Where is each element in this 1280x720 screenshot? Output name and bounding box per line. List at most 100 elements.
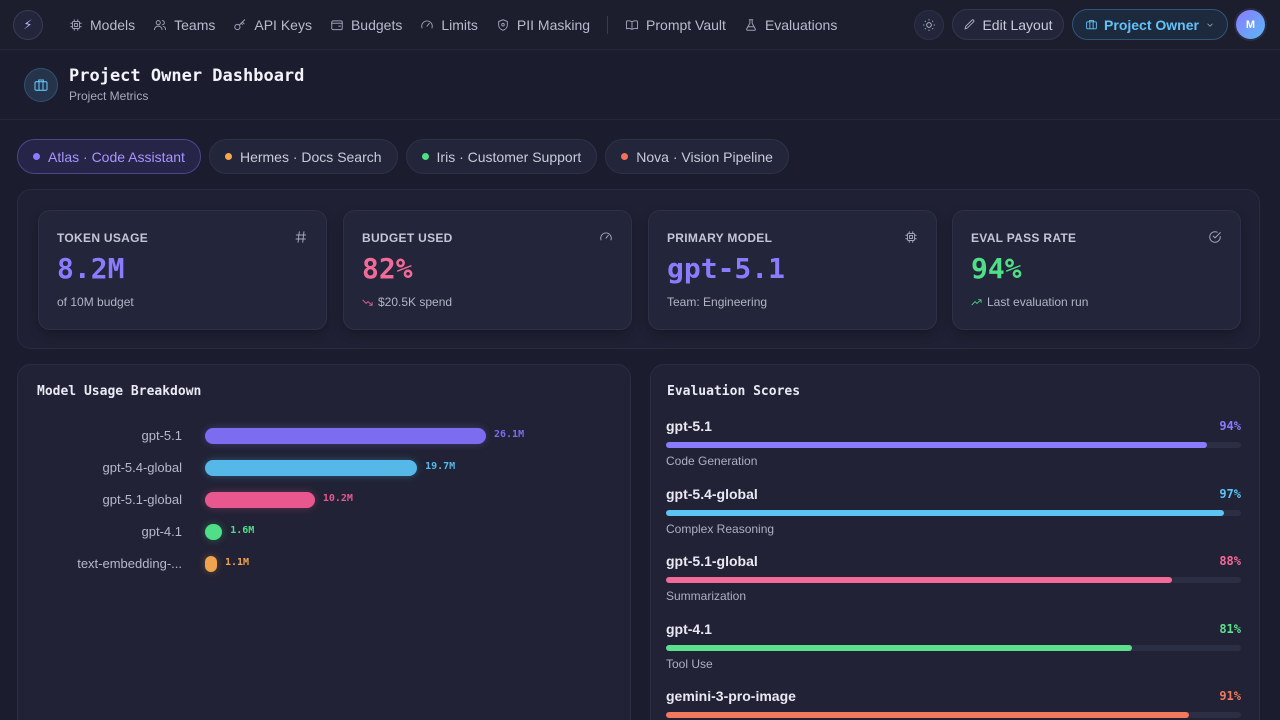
edit-layout-button[interactable]: Edit Layout bbox=[952, 9, 1064, 40]
kpi-card-eval-pass-rate[interactable]: EVAL PASS RATE 94% Last evaluation run bbox=[952, 210, 1241, 330]
panel-title: Model Usage Breakdown bbox=[37, 384, 202, 399]
project-chip-label: Hermes · Docs Search bbox=[239, 148, 382, 165]
panel-title: Evaluation Scores bbox=[667, 384, 801, 399]
kpi-label: PRIMARY MODEL bbox=[667, 231, 773, 245]
project-chip-label: Atlas · Code Assistant bbox=[48, 148, 185, 165]
usage-row[interactable]: gpt-5.4-global 19.7M bbox=[18, 458, 618, 478]
kpi-sub: of 10M budget bbox=[57, 295, 134, 309]
eval-row[interactable]: gpt-5.1-global 88% Summarization bbox=[666, 553, 1241, 613]
project-chips: Atlas · Code Assistant Hermes · Docs Sea… bbox=[17, 139, 789, 174]
kpi-panel: TOKEN USAGE 8.2M of 10M budget BUDGET US… bbox=[17, 189, 1260, 349]
usage-bar bbox=[205, 524, 223, 540]
eval-task: Summarization bbox=[666, 589, 747, 603]
flask-icon bbox=[746, 19, 756, 31]
eval-model-name: gpt-5.1 bbox=[666, 418, 712, 434]
eval-progress-fill bbox=[666, 577, 1172, 583]
status-dot bbox=[421, 153, 429, 160]
project-chip-atlas[interactable]: Atlas · Code Assistant bbox=[17, 139, 201, 174]
eval-row[interactable]: gpt-4.1 81% Tool Use bbox=[666, 621, 1241, 681]
project-chip-label: Nova · Vision Pipeline bbox=[636, 148, 773, 165]
eval-progress-fill bbox=[666, 510, 1224, 516]
eval-score: 88% bbox=[1219, 554, 1241, 568]
briefcase-icon bbox=[24, 68, 58, 102]
eval-task: Tool Use bbox=[666, 657, 713, 671]
eval-progress-fill bbox=[666, 645, 1132, 651]
usage-row[interactable]: gpt-5.1-global 10.2M bbox=[18, 490, 618, 510]
eval-score: 91% bbox=[1219, 689, 1241, 703]
usage-value: 1.6M bbox=[230, 525, 255, 536]
project-chip-hermes[interactable]: Hermes · Docs Search bbox=[208, 139, 398, 174]
eval-row[interactable]: gpt-5.4-global 97% Complex Reasoning bbox=[666, 486, 1241, 546]
sun-icon bbox=[923, 19, 935, 31]
usage-value: 10.2M bbox=[322, 493, 353, 504]
nav-item-pii-masking[interactable]: PII Masking bbox=[487, 10, 599, 40]
project-chip-iris[interactable]: Iris · Customer Support bbox=[405, 139, 598, 174]
usage-model-name: gpt-4.1 bbox=[141, 524, 182, 539]
status-dot bbox=[33, 153, 40, 160]
usage-bar bbox=[205, 428, 486, 444]
eval-progress-track bbox=[666, 510, 1241, 516]
eval-task: Code Generation bbox=[666, 454, 758, 468]
usage-row[interactable]: gpt-5.1 26.1M bbox=[18, 426, 618, 446]
eval-progress-track bbox=[666, 442, 1241, 448]
kpi-card-primary-model[interactable]: PRIMARY MODEL gpt-5.1 Team: Engineering bbox=[648, 210, 937, 330]
usage-bar bbox=[205, 492, 315, 508]
status-dot bbox=[621, 153, 629, 160]
nav-item-label: Teams bbox=[174, 17, 216, 33]
model-usage-panel: Model Usage Breakdown gpt-5.1 26.1M gpt-… bbox=[17, 364, 631, 720]
nav-item-label: API Keys bbox=[254, 17, 312, 33]
usage-model-name: gpt-5.1 bbox=[141, 428, 182, 443]
bolt-icon[interactable]: ⚡ bbox=[13, 10, 43, 40]
book-icon bbox=[626, 20, 639, 30]
nav-item-evaluations[interactable]: Evaluations bbox=[735, 10, 846, 40]
cpu-icon bbox=[70, 19, 82, 31]
avatar[interactable]: M bbox=[1236, 10, 1265, 39]
cpu-icon bbox=[904, 230, 918, 244]
top-nav: ⚡ Models Teams API Keys Budgets Limits P… bbox=[0, 0, 1280, 50]
nav-item-models[interactable]: Models bbox=[60, 10, 144, 40]
nav-item-label: Models bbox=[90, 17, 136, 33]
nav-item-label: Evaluations bbox=[764, 17, 838, 33]
eval-progress-track bbox=[666, 712, 1241, 718]
nav-item-teams[interactable]: Teams bbox=[144, 10, 224, 40]
kpi-sub: Team: Engineering bbox=[667, 295, 767, 309]
eval-progress-fill bbox=[666, 712, 1190, 718]
kpi-card-token-usage[interactable]: TOKEN USAGE 8.2M of 10M budget bbox=[38, 210, 327, 330]
page-header: Project Owner Dashboard Project Metrics bbox=[0, 51, 1280, 120]
nav-item-api-keys[interactable]: API Keys bbox=[224, 10, 321, 40]
kpi-sub-text: Team: Engineering bbox=[667, 295, 768, 309]
usage-model-name: text-embedding-... bbox=[77, 556, 182, 571]
kpi-value: gpt-5.1 bbox=[667, 252, 786, 285]
eval-model-name: gpt-5.1-global bbox=[666, 553, 758, 569]
eval-row[interactable]: gpt-5.1 94% Code Generation bbox=[666, 418, 1241, 478]
kpi-sub: $20.5K spend bbox=[362, 295, 452, 309]
status-dot bbox=[224, 153, 232, 160]
edit-layout-label: Edit Layout bbox=[982, 16, 1053, 33]
chevron-down-icon bbox=[1207, 22, 1213, 27]
role-selector[interactable]: Project Owner bbox=[1072, 9, 1228, 40]
usage-value: 19.7M bbox=[425, 461, 456, 472]
theme-toggle-button[interactable] bbox=[914, 10, 944, 40]
eval-row[interactable]: gemini-3-pro-image 91% bbox=[666, 688, 1241, 720]
kpi-card-budget-used[interactable]: BUDGET USED 82% $20.5K spend bbox=[343, 210, 632, 330]
kpi-label: EVAL PASS RATE bbox=[971, 231, 1077, 245]
nav-item-budgets[interactable]: Budgets bbox=[321, 10, 411, 40]
kpi-sub-text: $20.5K spend bbox=[378, 295, 453, 309]
role-label: Project Owner bbox=[1104, 16, 1199, 33]
usage-row[interactable]: text-embedding-... 1.1M bbox=[18, 554, 618, 574]
nav-items: Models Teams API Keys Budgets Limits PII… bbox=[60, 0, 846, 50]
page-subtitle: Project Metrics bbox=[69, 89, 149, 103]
project-chip-nova[interactable]: Nova · Vision Pipeline bbox=[605, 139, 789, 174]
kpi-value: 82% bbox=[362, 252, 413, 285]
check-circle-icon bbox=[1208, 230, 1222, 244]
avatar-initial: M bbox=[1245, 18, 1256, 31]
nav-item-prompt-vault[interactable]: Prompt Vault bbox=[616, 10, 735, 40]
nav-divider bbox=[607, 16, 609, 34]
usage-model-name: gpt-5.4-global bbox=[102, 460, 183, 475]
nav-item-limits[interactable]: Limits bbox=[411, 10, 487, 40]
usage-bar bbox=[205, 556, 217, 572]
nav-item-label: PII Masking bbox=[516, 17, 591, 33]
project-chip-label: Iris · Customer Support bbox=[436, 148, 582, 165]
eval-model-name: gpt-4.1 bbox=[666, 621, 712, 637]
usage-row[interactable]: gpt-4.1 1.6M bbox=[18, 522, 618, 542]
